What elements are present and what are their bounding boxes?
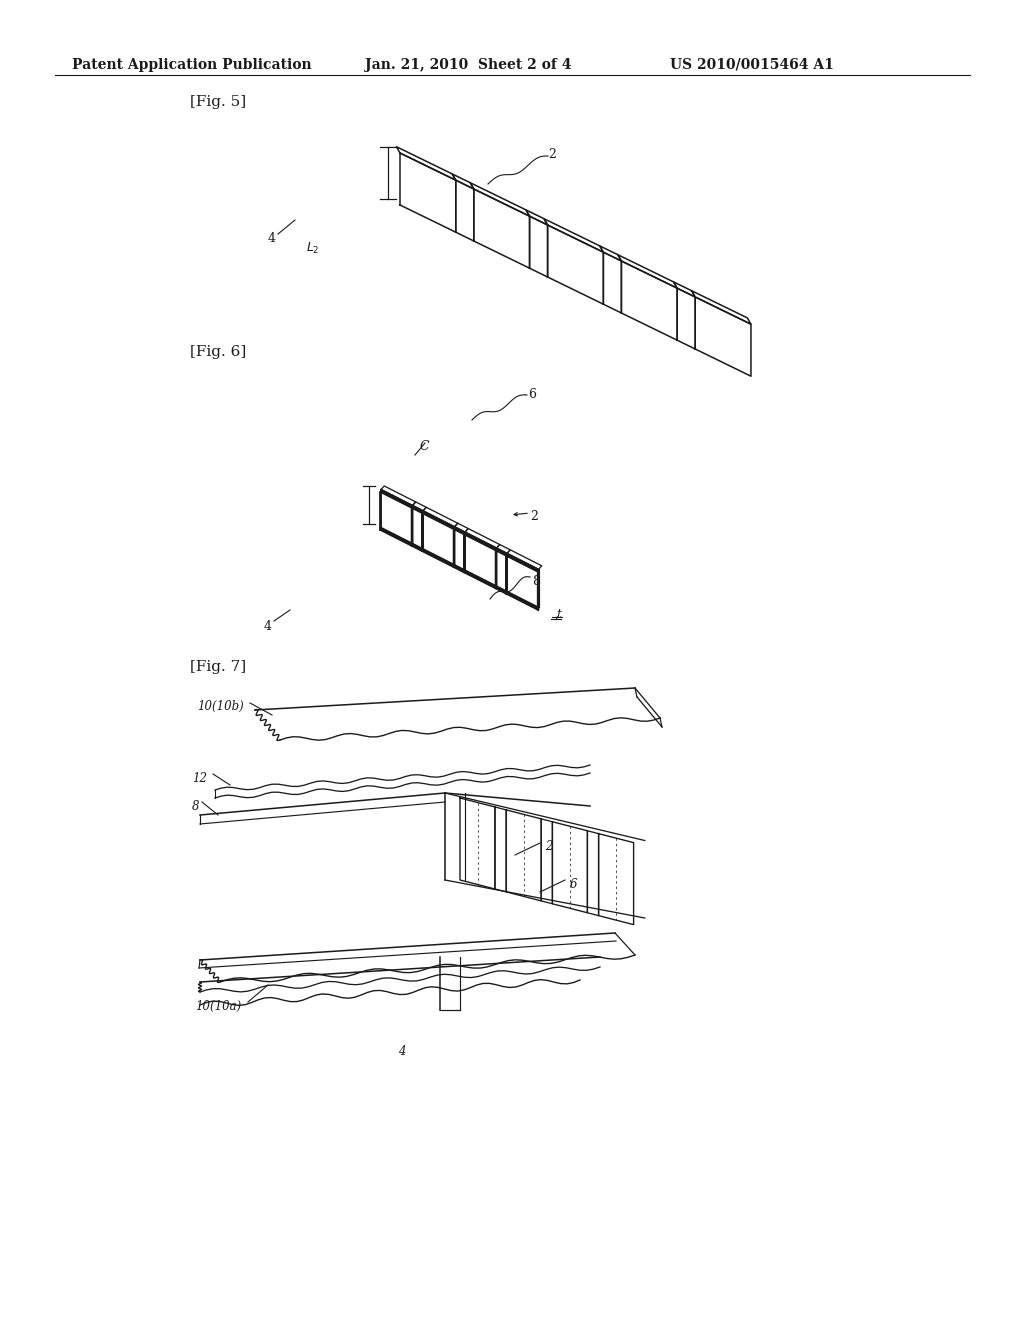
Text: [Fig. 5]: [Fig. 5] <box>190 95 246 110</box>
Text: 8: 8 <box>193 800 200 813</box>
Text: US 2010/0015464 A1: US 2010/0015464 A1 <box>670 58 834 73</box>
Text: 10(10a): 10(10a) <box>195 1001 242 1012</box>
Text: 4: 4 <box>264 620 272 634</box>
Text: [Fig. 7]: [Fig. 7] <box>190 660 246 675</box>
Text: 4: 4 <box>268 232 276 246</box>
Text: C: C <box>420 440 430 453</box>
Text: $L_2$: $L_2$ <box>306 242 319 256</box>
Text: 10(10b): 10(10b) <box>197 700 244 713</box>
Text: 6: 6 <box>528 388 536 401</box>
Text: Jan. 21, 2010  Sheet 2 of 4: Jan. 21, 2010 Sheet 2 of 4 <box>365 58 571 73</box>
Text: 2: 2 <box>530 510 538 523</box>
Text: Patent Application Publication: Patent Application Publication <box>72 58 311 73</box>
Text: 12: 12 <box>193 772 207 785</box>
Text: 4: 4 <box>398 1045 406 1059</box>
Text: 8: 8 <box>532 576 540 587</box>
Text: 2: 2 <box>545 840 553 853</box>
Text: [Fig. 6]: [Fig. 6] <box>190 345 246 359</box>
Text: t: t <box>556 609 561 620</box>
Text: 2: 2 <box>548 148 556 161</box>
Text: 6: 6 <box>570 878 578 891</box>
